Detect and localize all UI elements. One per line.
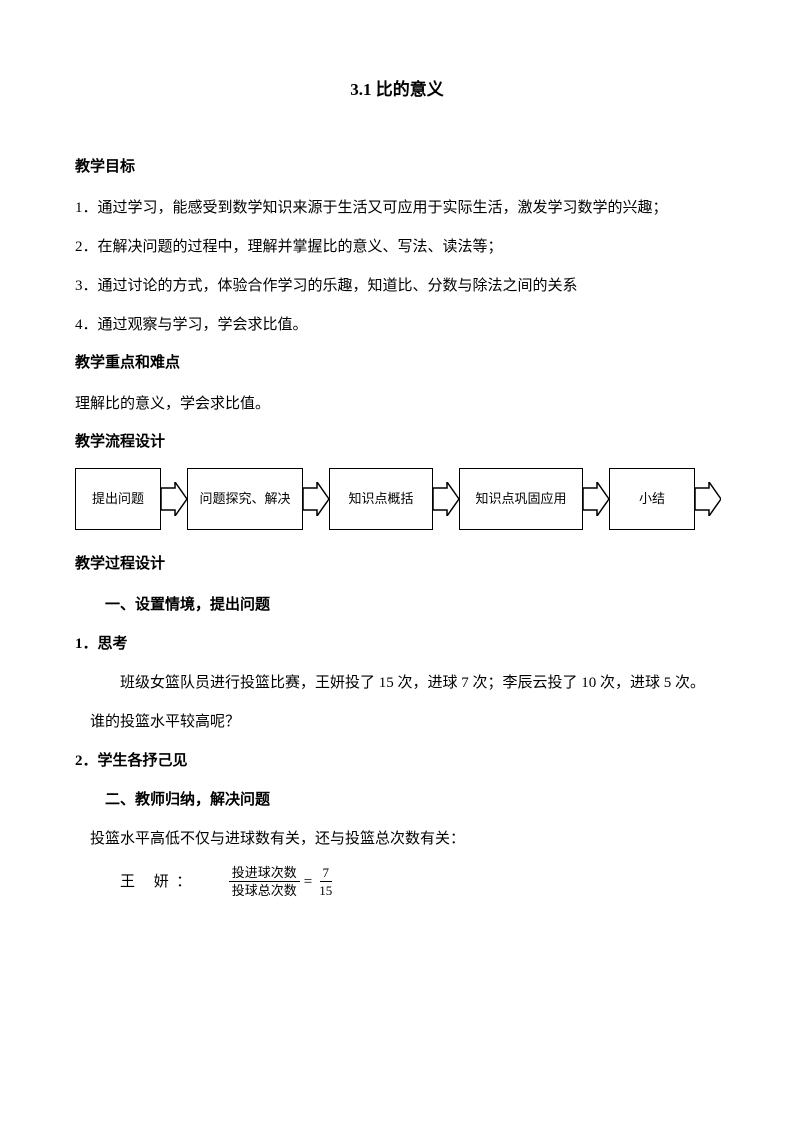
goal-2: 2．在解决问题的过程中，理解并掌握比的意义、写法、读法等； — [75, 228, 719, 267]
heading-focus: 教学重点和难点 — [75, 345, 719, 381]
goal-3: 3．通过讨论的方式，体验合作学习的乐趣，知道比、分数与除法之间的关系 — [75, 267, 719, 306]
flow-arrow-icon — [583, 482, 609, 516]
focus-text: 理解比的意义，学会求比值。 — [75, 385, 719, 424]
frac2-denominator: 15 — [316, 882, 335, 899]
section-2-title: 二、教师归纳，解决问题 — [75, 781, 719, 820]
flow-node-2: 问题探究、解决 — [187, 468, 303, 530]
flow-node-4: 知识点巩固应用 — [459, 468, 583, 530]
section-1-title: 一、设置情境，提出问题 — [75, 586, 719, 625]
equals-sign: = — [304, 873, 312, 891]
goal-1: 1．通过学习，能感受到数学知识来源于生活又可应用于实际生活，激发学习数学的兴趣； — [75, 189, 719, 228]
flow-arrow-icon — [695, 482, 721, 516]
formula-name: 王 妍： — [120, 873, 199, 891]
page-title: 3.1 比的意义 — [75, 70, 719, 111]
heading-goals: 教学目标 — [75, 149, 719, 185]
flow-node-5: 小结 — [609, 468, 695, 530]
frac1-numerator: 投进球次数 — [229, 865, 300, 883]
frac2-numerator: 7 — [320, 865, 333, 883]
flow-arrow-icon — [161, 482, 187, 516]
heading-process: 教学过程设计 — [75, 546, 719, 582]
flow-node-3: 知识点概括 — [329, 468, 433, 530]
flowchart: 提出问题 问题探究、解决 知识点概括 知识点巩固应用 小结 — [75, 468, 719, 530]
flow-arrow-icon — [303, 482, 329, 516]
flow-arrow-icon — [433, 482, 459, 516]
fraction-2: 7 15 — [316, 865, 335, 899]
section-1-item-1: 1．思考 — [75, 625, 719, 664]
heading-flow: 教学流程设计 — [75, 424, 719, 460]
frac1-denominator: 投球总次数 — [229, 882, 300, 899]
goal-4: 4．通过观察与学习，学会求比值。 — [75, 306, 719, 345]
flow-node-1: 提出问题 — [75, 468, 161, 530]
section-1-item-2: 2．学生各抒己见 — [75, 742, 719, 781]
section-1-body: 班级女篮队员进行投篮比赛，王妍投了 15 次，进球 7 次；李辰云投了 10 次… — [90, 664, 719, 742]
section-2-body: 投篮水平高低不仅与进球数有关，还与投篮总次数有关： — [90, 820, 719, 859]
fraction-1: 投进球次数 投球总次数 — [229, 865, 300, 899]
formula-row: 王 妍： 投进球次数 投球总次数 = 7 15 — [120, 865, 719, 899]
